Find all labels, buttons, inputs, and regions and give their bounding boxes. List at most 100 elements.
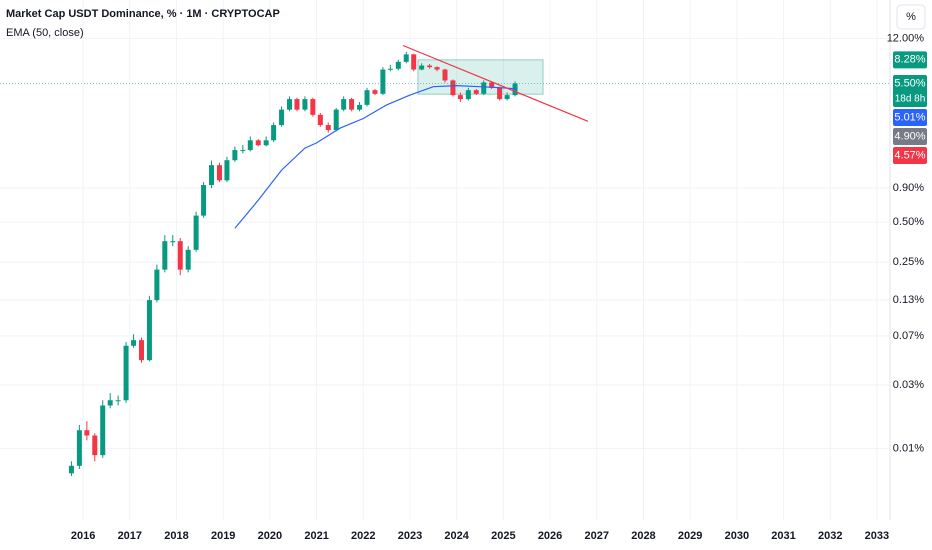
candle-body bbox=[302, 99, 308, 110]
price-label-box bbox=[893, 74, 927, 107]
candle-body bbox=[465, 90, 471, 100]
x-tick-label: 2026 bbox=[538, 530, 562, 542]
candle-body bbox=[177, 241, 183, 270]
countdown: 18d 8h bbox=[895, 94, 926, 105]
candle-body bbox=[387, 68, 393, 70]
candle-body bbox=[504, 95, 510, 100]
y-tick-label: 0.03% bbox=[893, 379, 924, 391]
price-label: 4.57% bbox=[894, 149, 925, 161]
candle-body bbox=[411, 54, 417, 70]
y-tick-label: 12.00% bbox=[887, 32, 925, 44]
candle-body bbox=[341, 99, 347, 110]
candle-body bbox=[255, 140, 261, 146]
price-label: 5.50% bbox=[894, 77, 925, 89]
candle-body bbox=[92, 435, 98, 456]
candle-body bbox=[403, 54, 409, 62]
candle-body bbox=[209, 165, 215, 186]
price-label-box bbox=[893, 127, 927, 145]
candle-body bbox=[279, 109, 285, 126]
y-tick-label: 0.07% bbox=[893, 330, 924, 342]
candle-body bbox=[294, 99, 300, 110]
candle-body bbox=[131, 340, 137, 346]
candle-body bbox=[240, 150, 246, 152]
y-tick-label: 0.50% bbox=[893, 216, 924, 228]
candle-body bbox=[372, 90, 378, 94]
candle-body bbox=[107, 400, 113, 406]
x-tick-label: 2021 bbox=[304, 530, 328, 542]
ema-line bbox=[234, 84, 518, 229]
candle-body bbox=[481, 82, 487, 94]
candle-body bbox=[84, 430, 90, 436]
candle-body bbox=[427, 65, 433, 68]
candle-body bbox=[317, 114, 323, 126]
x-tick-label: 2023 bbox=[398, 530, 422, 542]
y-tick-label: 0.01% bbox=[893, 442, 924, 454]
price-label-box bbox=[893, 51, 927, 69]
y-tick-label: 0.90% bbox=[893, 182, 924, 194]
price-label: 5.01% bbox=[894, 111, 925, 123]
candle-body bbox=[310, 99, 316, 115]
indicator-label: EMA (50, close) bbox=[6, 27, 84, 39]
candle-body bbox=[380, 69, 386, 94]
candle-body bbox=[68, 465, 74, 474]
y-tick-label: 0.25% bbox=[893, 256, 924, 268]
candle-body bbox=[419, 65, 425, 70]
candle-body bbox=[349, 99, 355, 110]
candle-body bbox=[333, 109, 339, 131]
candle-body bbox=[162, 241, 168, 270]
candle-body bbox=[450, 80, 456, 96]
x-tick-label: 2024 bbox=[444, 530, 469, 542]
x-tick-label: 2022 bbox=[351, 530, 375, 542]
candle-body bbox=[457, 95, 463, 100]
price-label-box bbox=[893, 146, 927, 164]
candle-body bbox=[271, 125, 277, 141]
candle-body bbox=[247, 140, 253, 151]
chart-title: Market Cap USDT Dominance, % · 1M · CRYP… bbox=[6, 8, 280, 20]
x-tick-label: 2029 bbox=[678, 530, 702, 542]
plot bbox=[0, 0, 890, 520]
scale-mode-label[interactable]: % bbox=[906, 11, 916, 23]
candle-body bbox=[146, 300, 152, 361]
scale-mode-button[interactable] bbox=[896, 4, 926, 30]
candle-body bbox=[224, 160, 230, 181]
price-label: 4.90% bbox=[894, 130, 925, 142]
candle-body bbox=[201, 185, 207, 216]
y-tick-label: 0.13% bbox=[893, 294, 924, 306]
candle-body bbox=[442, 69, 448, 81]
candle-body bbox=[497, 87, 503, 100]
x-tick-label: 2016 bbox=[71, 530, 95, 542]
x-tick-label: 2027 bbox=[585, 530, 609, 542]
candle-body bbox=[364, 90, 370, 105]
candle-body bbox=[489, 82, 495, 88]
x-tick-label: 2033 bbox=[865, 530, 889, 542]
candle-body bbox=[154, 269, 160, 301]
candle-body bbox=[185, 249, 191, 270]
candle-body bbox=[357, 104, 363, 110]
price-label: 8.28% bbox=[894, 54, 925, 66]
candle-body bbox=[100, 405, 106, 456]
x-tick-label: 2017 bbox=[118, 530, 142, 542]
candle-body bbox=[395, 61, 401, 69]
candle-body bbox=[473, 90, 479, 94]
candle-body bbox=[193, 215, 199, 250]
x-tick-label: 2019 bbox=[211, 530, 235, 542]
candle-body bbox=[232, 150, 238, 161]
candle-body bbox=[325, 125, 331, 131]
candle-body bbox=[123, 345, 129, 401]
candle-body bbox=[434, 67, 440, 70]
x-tick-label: 2032 bbox=[818, 530, 842, 542]
x-tick-label: 2020 bbox=[258, 530, 282, 542]
candle-body bbox=[76, 430, 82, 466]
x-tick-label: 2028 bbox=[631, 530, 655, 542]
candle-body bbox=[287, 99, 293, 110]
candle-body bbox=[263, 140, 269, 146]
price-label-box bbox=[893, 108, 927, 126]
candle-body bbox=[216, 165, 222, 181]
x-tick-label: 2030 bbox=[725, 530, 749, 542]
x-tick-label: 2025 bbox=[491, 530, 515, 542]
candle-body bbox=[115, 400, 121, 402]
x-tick-label: 2031 bbox=[771, 530, 795, 542]
candle-body bbox=[138, 340, 144, 361]
